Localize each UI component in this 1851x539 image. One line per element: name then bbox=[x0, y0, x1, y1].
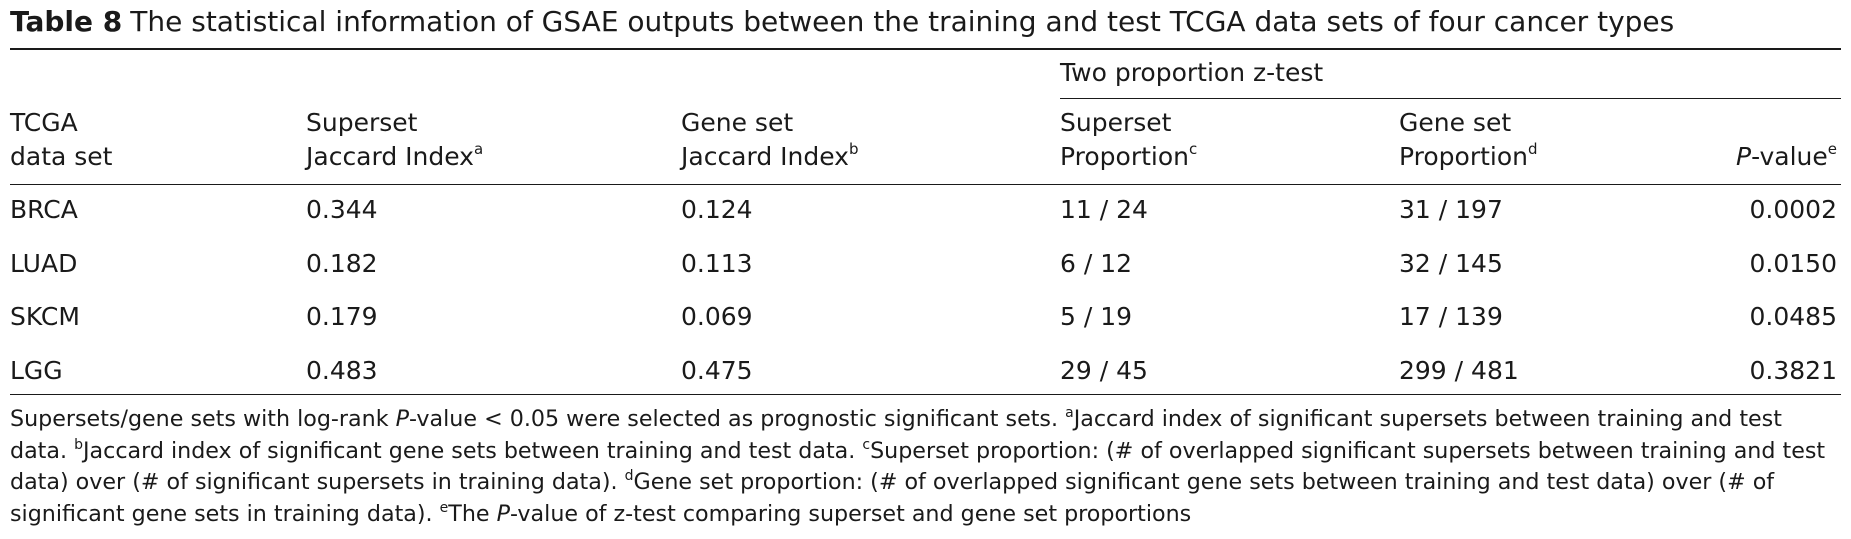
cell-geneset-proportion: 31 / 197 bbox=[1399, 195, 1503, 224]
cell-geneset-proportion: 299 / 481 bbox=[1399, 356, 1519, 385]
footnote-marker: a bbox=[473, 140, 484, 158]
header-p-value: P-valuee bbox=[1736, 106, 1837, 174]
cell-p-value: 0.0485 bbox=[1749, 302, 1837, 331]
cell-superset-jaccard: 0.182 bbox=[306, 249, 378, 278]
cell-dataset: BRCA bbox=[10, 195, 78, 224]
cell-superset-jaccard: 0.344 bbox=[306, 195, 378, 224]
footnote-marker: b bbox=[848, 140, 859, 158]
header-line: TCGA bbox=[10, 108, 78, 137]
cell-dataset: SKCM bbox=[10, 302, 80, 331]
header-line: -value bbox=[1751, 142, 1828, 171]
header-line: Jaccard Index bbox=[681, 142, 849, 171]
header-tcga-data-set: TCGA data set bbox=[10, 106, 112, 174]
footnote-text: Superset proportion: (# of overlapped si… bbox=[10, 437, 1826, 496]
table-caption: Table 8 The statistical information of GS… bbox=[10, 4, 1674, 40]
cell-geneset-proportion: 32 / 145 bbox=[1399, 249, 1503, 278]
footnote-text: Gene set proportion: (# of overlapped si… bbox=[10, 469, 1775, 527]
header-rule bbox=[10, 184, 1841, 185]
footnote-marker: e bbox=[439, 499, 449, 516]
footnote-marker: d bbox=[624, 468, 634, 484]
bottom-rule bbox=[10, 394, 1841, 395]
header-geneset-jaccard: Gene set Jaccard Indexb bbox=[681, 106, 859, 174]
table-row: BRCA 0.344 0.124 11 / 24 31 / 197 0.0002 bbox=[0, 193, 1851, 247]
header-line: Gene set bbox=[681, 108, 794, 137]
header-line: Superset bbox=[1060, 108, 1172, 137]
footnote-text: -value of z-test comparing superset and … bbox=[510, 500, 1192, 527]
cell-geneset-jaccard: 0.113 bbox=[681, 249, 753, 278]
footnote-italic-p: P bbox=[496, 500, 511, 527]
cell-superset-proportion: 5 / 19 bbox=[1060, 302, 1133, 331]
header-superset-jaccard: Superset Jaccard Indexa bbox=[306, 106, 483, 174]
cell-geneset-proportion: 17 / 139 bbox=[1399, 302, 1503, 331]
footnote-marker: c bbox=[862, 436, 871, 453]
cell-superset-proportion: 29 / 45 bbox=[1060, 356, 1148, 385]
footnote-text: -value < 0.05 were selected as prognosti… bbox=[409, 406, 1066, 432]
cell-p-value: 0.0002 bbox=[1749, 195, 1837, 224]
table-title: The statistical information of GSAE outp… bbox=[130, 5, 1675, 38]
header-line: Proportion bbox=[1399, 142, 1528, 171]
header-superset-proportion: Superset Proportionc bbox=[1060, 106, 1197, 174]
footnote-marker: c bbox=[1189, 140, 1198, 158]
table-row: LUAD 0.182 0.113 6 / 12 32 / 145 0.0150 bbox=[0, 247, 1851, 301]
header-geneset-proportion: Gene set Proportiond bbox=[1399, 106, 1538, 174]
footnote-text: Supersets/gene sets with log-rank bbox=[10, 406, 396, 432]
cell-superset-proportion: 11 / 24 bbox=[1060, 195, 1148, 224]
header-line: Jaccard Index bbox=[306, 142, 474, 171]
table-row: SKCM 0.179 0.069 5 / 19 17 / 139 0.0485 bbox=[0, 300, 1851, 354]
cell-superset-jaccard: 0.179 bbox=[306, 302, 378, 331]
table-number: Table 8 bbox=[10, 5, 123, 38]
group-header-z-test: Two proportion z-test bbox=[1060, 58, 1324, 87]
cell-p-value: 0.0150 bbox=[1749, 249, 1837, 278]
footnote-text: Jaccard index of significant supersets b… bbox=[10, 406, 1782, 464]
header-line: Superset bbox=[306, 108, 418, 137]
footnote-marker: e bbox=[1827, 140, 1837, 158]
cell-dataset: LUAD bbox=[10, 249, 78, 278]
cell-geneset-jaccard: 0.475 bbox=[681, 356, 753, 385]
table-row: LGG 0.483 0.475 29 / 45 299 / 481 0.3821 bbox=[0, 354, 1851, 408]
header-line: Proportion bbox=[1060, 142, 1189, 171]
cell-geneset-jaccard: 0.124 bbox=[681, 195, 753, 224]
footnote-marker: b bbox=[74, 436, 83, 453]
top-rule bbox=[10, 48, 1841, 50]
group-rule bbox=[1060, 98, 1841, 99]
header-line: Gene set bbox=[1399, 108, 1512, 137]
table-footnote: Supersets/gene sets with log-rank P-valu… bbox=[10, 404, 1841, 530]
header-p-italic: P bbox=[1736, 142, 1752, 171]
cell-superset-proportion: 6 / 12 bbox=[1060, 249, 1133, 278]
footnote-text: Jaccard index of significant gene sets b… bbox=[82, 437, 863, 464]
footnote-marker: a bbox=[1065, 405, 1074, 421]
footnote-text: The bbox=[448, 500, 497, 527]
cell-geneset-jaccard: 0.069 bbox=[681, 302, 753, 331]
header-line: data set bbox=[10, 142, 113, 171]
cell-dataset: LGG bbox=[10, 356, 63, 385]
cell-superset-jaccard: 0.483 bbox=[306, 356, 378, 385]
footnote-marker: d bbox=[1528, 140, 1538, 158]
footnote-italic-p: P bbox=[395, 406, 409, 432]
cell-p-value: 0.3821 bbox=[1749, 356, 1837, 385]
